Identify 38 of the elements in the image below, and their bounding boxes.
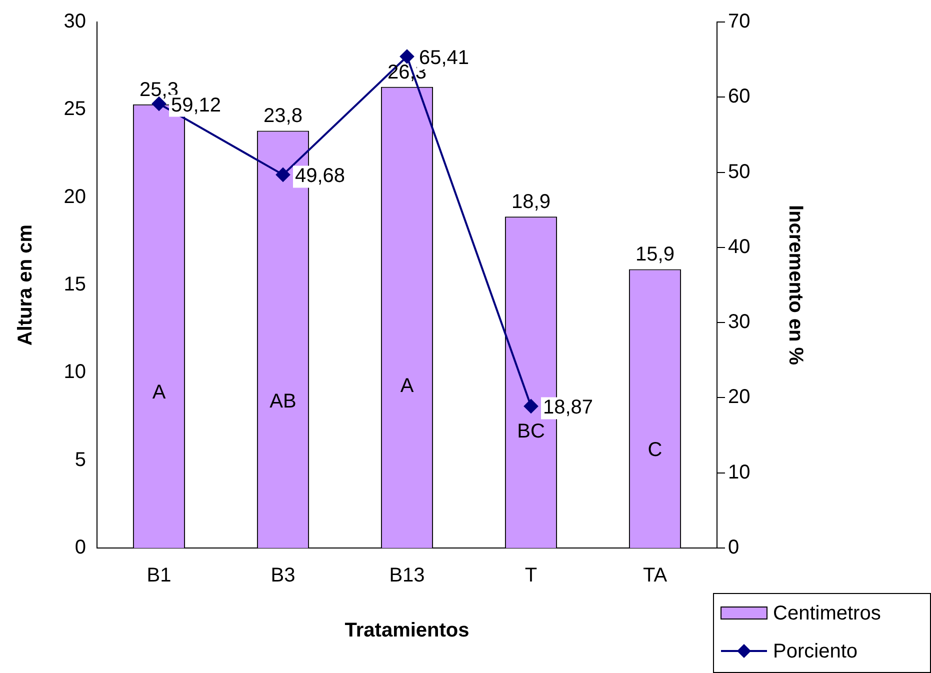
data-label: 18,87 bbox=[543, 396, 594, 419]
y-tick-label: 10 bbox=[64, 361, 86, 384]
y-tick-label: 20 bbox=[64, 186, 86, 208]
annotation: BC bbox=[517, 420, 545, 443]
x-tick-label: T bbox=[524, 564, 538, 587]
data-label: 23,8 bbox=[264, 105, 302, 128]
y2-tick-label: 0 bbox=[728, 536, 740, 559]
y2-tick-label: 20 bbox=[728, 386, 750, 408]
y2-tick-label: 40 bbox=[728, 236, 750, 258]
annotation: C bbox=[648, 438, 662, 461]
data-label: 49,68 bbox=[295, 165, 346, 188]
x-axis-title: Tratamientos bbox=[344, 620, 470, 642]
annotation: AB bbox=[270, 390, 296, 412]
point bbox=[276, 168, 290, 182]
point bbox=[400, 49, 414, 64]
annotation: A bbox=[152, 381, 166, 404]
y2-tick-label: 60 bbox=[728, 86, 750, 108]
y2-axis-title: Incremento en % bbox=[784, 204, 806, 366]
y2-tick-label: 50 bbox=[728, 160, 750, 183]
y-tick-label: 0 bbox=[74, 536, 86, 559]
y-axis-title: Altura en cm bbox=[14, 224, 37, 346]
y-tick-label: 30 bbox=[64, 10, 86, 33]
x-tick-label: TA bbox=[642, 564, 668, 587]
y2-tick-label: 30 bbox=[728, 311, 750, 334]
data-label: 18,9 bbox=[512, 191, 550, 214]
x-tick-label: B1 bbox=[146, 564, 172, 587]
x-tick-label: B13 bbox=[389, 564, 425, 587]
x-tick-label: B3 bbox=[270, 564, 296, 587]
legend-label: Porciento bbox=[773, 640, 858, 663]
y-tick-label: 25 bbox=[64, 98, 86, 120]
y-tick-label: 15 bbox=[64, 274, 86, 296]
data-label: 15,9 bbox=[636, 244, 674, 266]
annotation: A bbox=[400, 375, 414, 398]
y2-tick-label: 10 bbox=[728, 461, 750, 484]
point bbox=[524, 399, 538, 414]
y-tick-label: 5 bbox=[74, 448, 86, 471]
y2-tick-label: 70 bbox=[728, 10, 750, 33]
legend-label: Centimetros bbox=[773, 602, 881, 625]
